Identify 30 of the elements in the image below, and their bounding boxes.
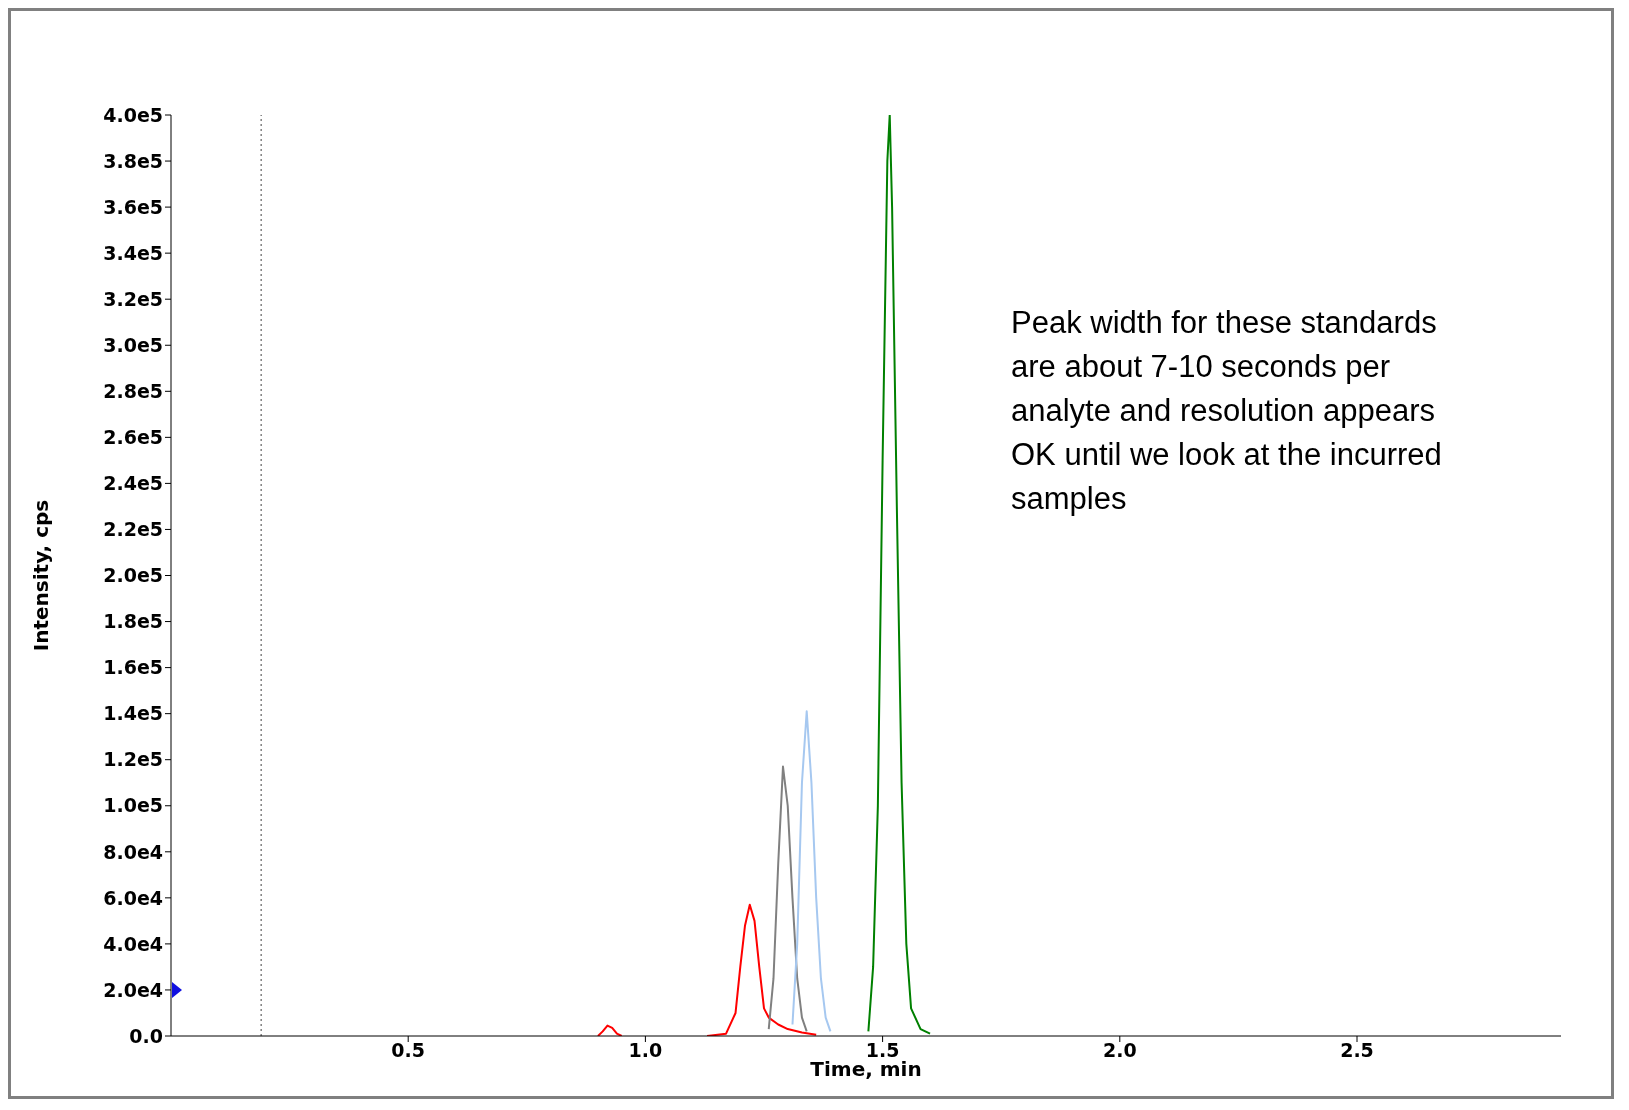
y-tick-label: 0.0 <box>129 1024 163 1047</box>
y-tick-label: 2.0e5 <box>103 564 163 587</box>
y-tick-label: 1.4e5 <box>103 702 163 725</box>
annotation: Peak width for these standards are about 7-10 seconds per analyte and resolution appears OK until we look at the incurred samples <box>1011 304 1443 518</box>
y-tick-label: 2.4e5 <box>103 472 163 495</box>
y-tick-label: 2.6e5 <box>103 426 163 449</box>
y-tick-label: 3.2e5 <box>103 287 163 310</box>
y-tick-label: 3.4e5 <box>103 241 163 264</box>
y-tick-label: 1.2e5 <box>103 748 163 771</box>
line-series <box>767 765 808 1033</box>
x-tick-label: 1.0 <box>628 1039 663 1062</box>
y-tick-label: 6.0e4 <box>103 886 163 909</box>
line-series <box>867 115 932 1035</box>
y-axis-title: Intensity, cps <box>29 499 54 652</box>
y-tick-label: 3.8e5 <box>103 149 163 172</box>
y-tick-label: 2.8e5 <box>103 380 163 403</box>
y-tick-label: 1.0e5 <box>103 794 163 817</box>
y-tick-label: 2.2e5 <box>103 518 163 541</box>
x-tick-label: 2.0 <box>1102 1039 1137 1062</box>
y-tick-label: 1.6e5 <box>103 656 163 679</box>
y-tick-label: 4.0e5 <box>103 103 163 126</box>
x-tick-label: 0.5 <box>391 1039 426 1062</box>
line-series <box>791 710 832 1033</box>
x-tick-label: 2.5 <box>1340 1039 1374 1062</box>
y-tick-label: 1.8e5 <box>103 610 163 633</box>
y-tick-label: 2.0e4 <box>103 978 163 1001</box>
y-tick-label: 3.0e5 <box>103 333 163 356</box>
y-tick-label: 4.0e4 <box>103 932 163 955</box>
y-tick-label: 8.0e4 <box>103 840 163 863</box>
y-tick-label: 3.6e5 <box>103 195 163 218</box>
